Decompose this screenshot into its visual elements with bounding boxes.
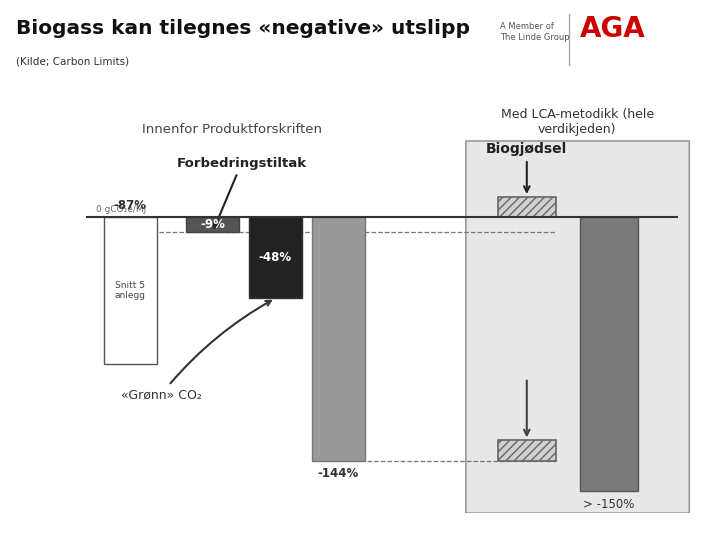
Text: -9%: -9% bbox=[200, 218, 225, 231]
Text: Med LCA-metodikk (hele
verdikjeden): Med LCA-metodikk (hele verdikjeden) bbox=[500, 108, 654, 136]
Text: AGA: AGA bbox=[580, 15, 645, 43]
Bar bbox=[312, 217, 365, 461]
FancyBboxPatch shape bbox=[466, 141, 689, 513]
Bar bbox=[498, 197, 556, 217]
Text: The Linde Group: The Linde Group bbox=[500, 33, 570, 43]
Text: -48%: -48% bbox=[258, 251, 292, 264]
Bar bbox=[248, 217, 302, 298]
Bar bbox=[186, 217, 239, 232]
Text: Forbedringstiltak: Forbedringstiltak bbox=[176, 157, 307, 228]
Text: Snitt 5
anlegg: Snitt 5 anlegg bbox=[114, 281, 145, 300]
Text: Biogass kan tilegnes «negative» utslipp: Biogass kan tilegnes «negative» utslipp bbox=[16, 19, 470, 38]
Bar bbox=[580, 217, 638, 491]
Text: Biogjødsel: Biogjødsel bbox=[486, 143, 567, 192]
Text: 0 gCO₂e/MJ: 0 gCO₂e/MJ bbox=[96, 205, 147, 214]
Bar bbox=[104, 217, 157, 364]
Text: A Member of: A Member of bbox=[500, 22, 554, 31]
Text: (Kilde; Carbon Limits): (Kilde; Carbon Limits) bbox=[16, 57, 129, 67]
Text: Innenfor Produktforskriften: Innenfor Produktforskriften bbox=[142, 123, 322, 136]
Bar bbox=[498, 440, 556, 461]
Text: -87%: -87% bbox=[114, 199, 147, 212]
Text: -144%: -144% bbox=[318, 467, 359, 481]
Text: «Grønn» CO₂: «Grønn» CO₂ bbox=[120, 301, 271, 401]
Text: > -150%: > -150% bbox=[583, 498, 634, 511]
